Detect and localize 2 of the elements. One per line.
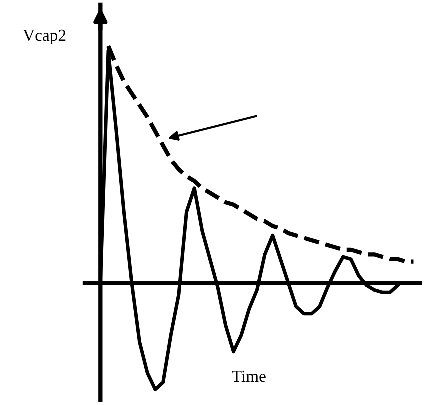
y-axis-title: Vcap2 bbox=[23, 30, 66, 44]
x-axis-title: Time bbox=[232, 370, 266, 382]
